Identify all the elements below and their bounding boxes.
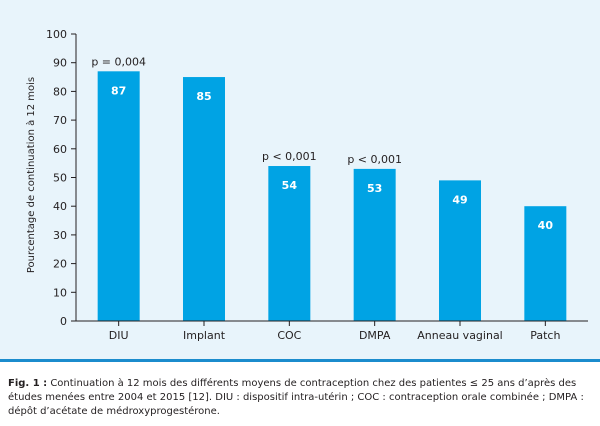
- bars: 87 p = 0,004 85 54 p < 0,001 53 p < 0,001 49 40: [91, 55, 567, 321]
- y-tick-label: 80: [53, 85, 67, 98]
- x-tick-label: Anneau vaginal: [417, 329, 503, 342]
- x-axis: DIU Implant COC DMPA Anneau vaginal Patch: [76, 320, 588, 342]
- bar: [183, 77, 225, 321]
- bar: [524, 206, 567, 321]
- bar-value-label: 87: [111, 84, 126, 97]
- bar-value-label: 40: [538, 219, 554, 232]
- bar-chart: Pourcentage de continuation à 12 mois 0 1…: [25, 28, 588, 342]
- figure-caption: Fig. 1 : Continuation à 12 mois des diff…: [8, 377, 596, 419]
- y-tick-label: 70: [53, 114, 67, 127]
- y-tick-label: 20: [53, 258, 67, 271]
- bar-value-label: 53: [367, 182, 382, 195]
- y-tick-label: 40: [53, 200, 67, 213]
- y-tick-label: 60: [53, 143, 67, 156]
- chart-panel: Pourcentage de continuation à 12 mois 0 1…: [0, 0, 600, 362]
- caption-figure-label: Fig. 1 :: [8, 378, 48, 389]
- x-tick-label: Implant: [183, 329, 226, 342]
- bar: [439, 180, 481, 321]
- p-value-annotation: p = 0,004: [91, 55, 146, 68]
- caption-text: Continuation à 12 mois des différents mo…: [8, 378, 584, 417]
- y-tick-label: 100: [46, 28, 67, 41]
- x-tick-label: DMPA: [359, 329, 391, 342]
- bar-value-label: 54: [282, 179, 298, 192]
- x-tick-label: Patch: [530, 329, 560, 342]
- p-value-annotation: p < 0,001: [347, 153, 402, 166]
- bar: [353, 168, 396, 321]
- y-axis-label: Pourcentage de continuation à 12 mois: [25, 77, 37, 273]
- y-tick-label: 30: [53, 229, 67, 242]
- bar: [268, 166, 311, 321]
- bar-value-label: 85: [196, 90, 211, 103]
- y-tick-label: 50: [53, 172, 67, 185]
- x-tick-label: COC: [277, 329, 301, 342]
- y-axis: 0 10 20 30 40 50 60 70 80 90 100: [46, 28, 77, 328]
- p-value-annotation: p < 0,001: [262, 150, 317, 163]
- x-tick-label: DIU: [109, 329, 129, 342]
- y-tick-label: 90: [53, 57, 67, 70]
- y-tick-label: 0: [60, 315, 67, 328]
- y-tick-label: 10: [53, 286, 67, 299]
- bar: [97, 71, 140, 321]
- bar-value-label: 49: [452, 193, 467, 206]
